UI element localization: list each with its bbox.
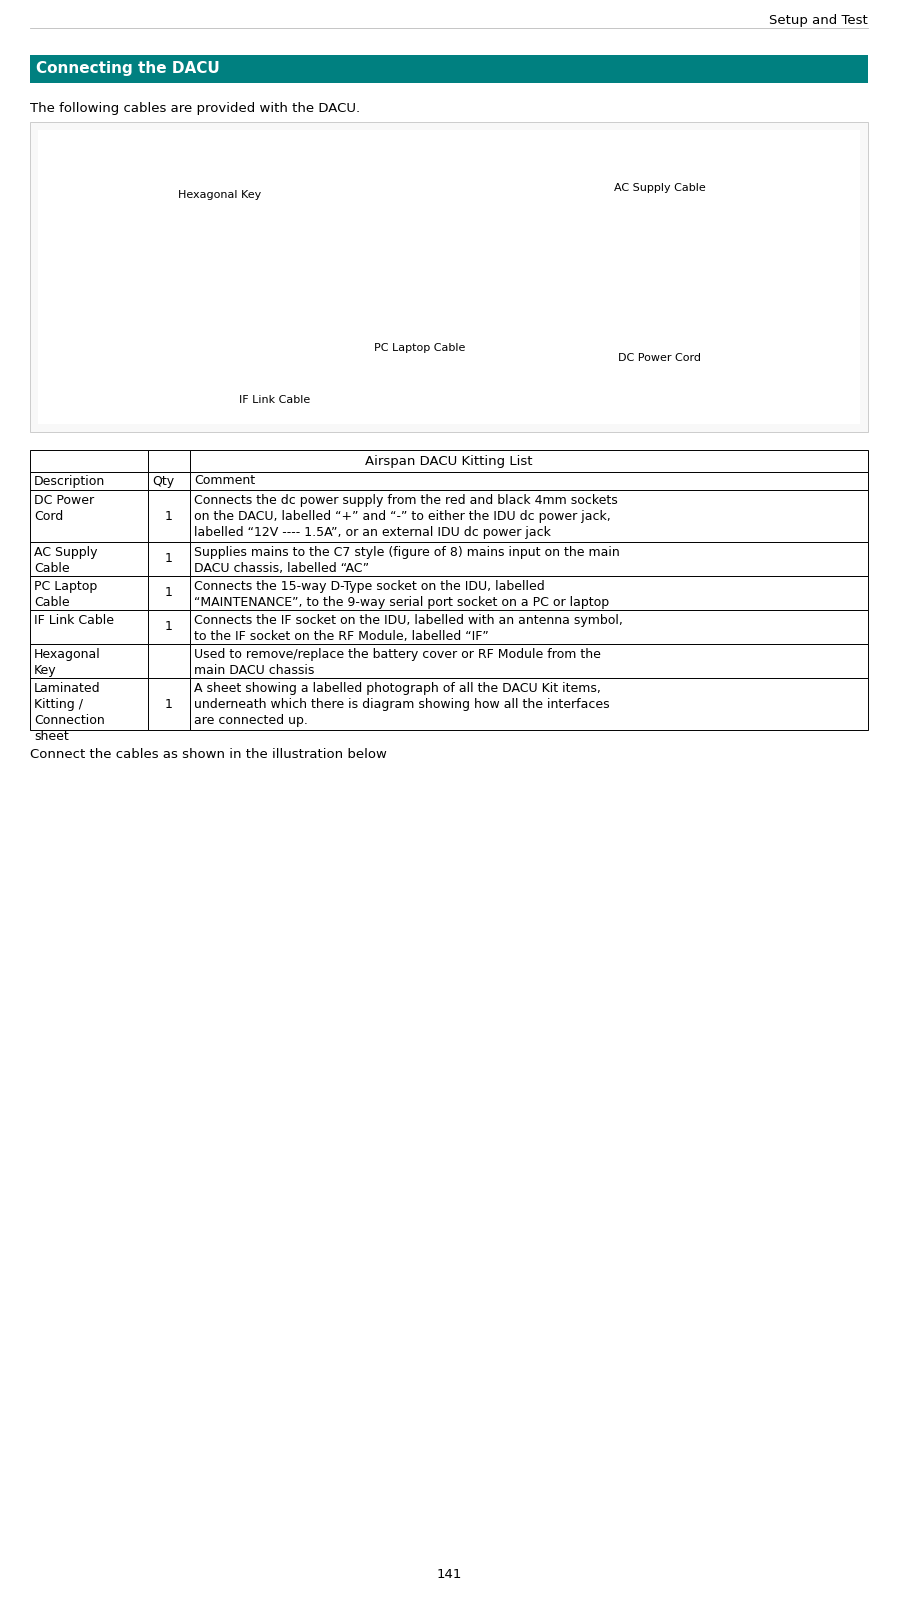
Bar [30,644,148,678]
Text: Connect the cables as shown in the illustration below: Connect the cables as shown in the illus… [30,748,387,761]
Bar [30,449,148,472]
Bar [148,542,190,576]
Text: A sheet showing a labelled photograph of all the DACU Kit items,
underneath whic: A sheet showing a labelled photograph of… [194,683,610,728]
Bar [30,489,148,542]
Text: AC Supply Cable: AC Supply Cable [614,182,706,193]
Text: Connects the dc power supply from the red and black 4mm sockets
on the DACU, lab: Connects the dc power supply from the re… [194,494,618,539]
Text: Hexagonal Key: Hexagonal Key [179,190,261,200]
Bar [30,576,148,609]
Text: Connects the IF socket on the IDU, labelled with an antenna symbol,
to the IF so: Connects the IF socket on the IDU, label… [194,614,623,643]
Text: 1: 1 [165,697,173,710]
Text: DC Power
Cord: DC Power Cord [34,494,94,523]
Bar [190,609,868,644]
Text: IF Link Cable: IF Link Cable [34,614,114,627]
Text: Supplies mains to the C7 style (figure of 8) mains input on the main
DACU chassi: Supplies mains to the C7 style (figure o… [194,545,620,576]
Text: Qty: Qty [152,475,174,488]
Bar [30,54,868,83]
Bar [30,609,148,644]
Text: 1: 1 [165,510,173,523]
Text: Airspan DACU Kitting List: Airspan DACU Kitting List [365,454,533,467]
Text: 1: 1 [165,553,173,566]
Text: Connects the 15-way D-Type socket on the IDU, labelled
“MAINTENANCE”, to the 9-w: Connects the 15-way D-Type socket on the… [194,580,609,609]
Bar [30,122,868,432]
Bar [190,644,868,678]
Bar [148,449,190,472]
Bar [148,644,190,678]
Bar [148,489,190,542]
Text: 1: 1 [165,587,173,600]
Text: Connecting the DACU: Connecting the DACU [36,61,220,77]
Bar [190,489,868,542]
Text: PC Laptop
Cable: PC Laptop Cable [34,580,97,609]
Bar [30,472,148,489]
Bar [190,449,868,472]
Text: Laminated
Kitting /
Connection
sheet: Laminated Kitting / Connection sheet [34,683,105,744]
Bar [190,472,868,489]
Text: Comment: Comment [194,475,255,488]
Bar [30,678,148,731]
Bar [148,472,190,489]
Bar [148,678,190,731]
Text: 141: 141 [436,1569,462,1581]
Text: Used to remove/replace the battery cover or RF Module from the
main DACU chassis: Used to remove/replace the battery cover… [194,648,601,676]
Bar [30,542,148,576]
Bar [190,678,868,731]
Text: The following cables are provided with the DACU.: The following cables are provided with t… [30,102,360,115]
Text: AC Supply
Cable: AC Supply Cable [34,545,98,576]
Text: DC Power Cord: DC Power Cord [619,353,701,363]
Bar [38,130,860,424]
Text: 1: 1 [165,620,173,633]
Bar [190,542,868,576]
Text: Setup and Test: Setup and Test [770,14,868,27]
Bar [190,576,868,609]
Bar [148,609,190,644]
Bar [148,576,190,609]
Text: IF Link Cable: IF Link Cable [240,395,311,405]
Text: PC Laptop Cable: PC Laptop Cable [374,344,466,353]
Text: Description: Description [34,475,105,488]
Text: Hexagonal
Key: Hexagonal Key [34,648,101,676]
